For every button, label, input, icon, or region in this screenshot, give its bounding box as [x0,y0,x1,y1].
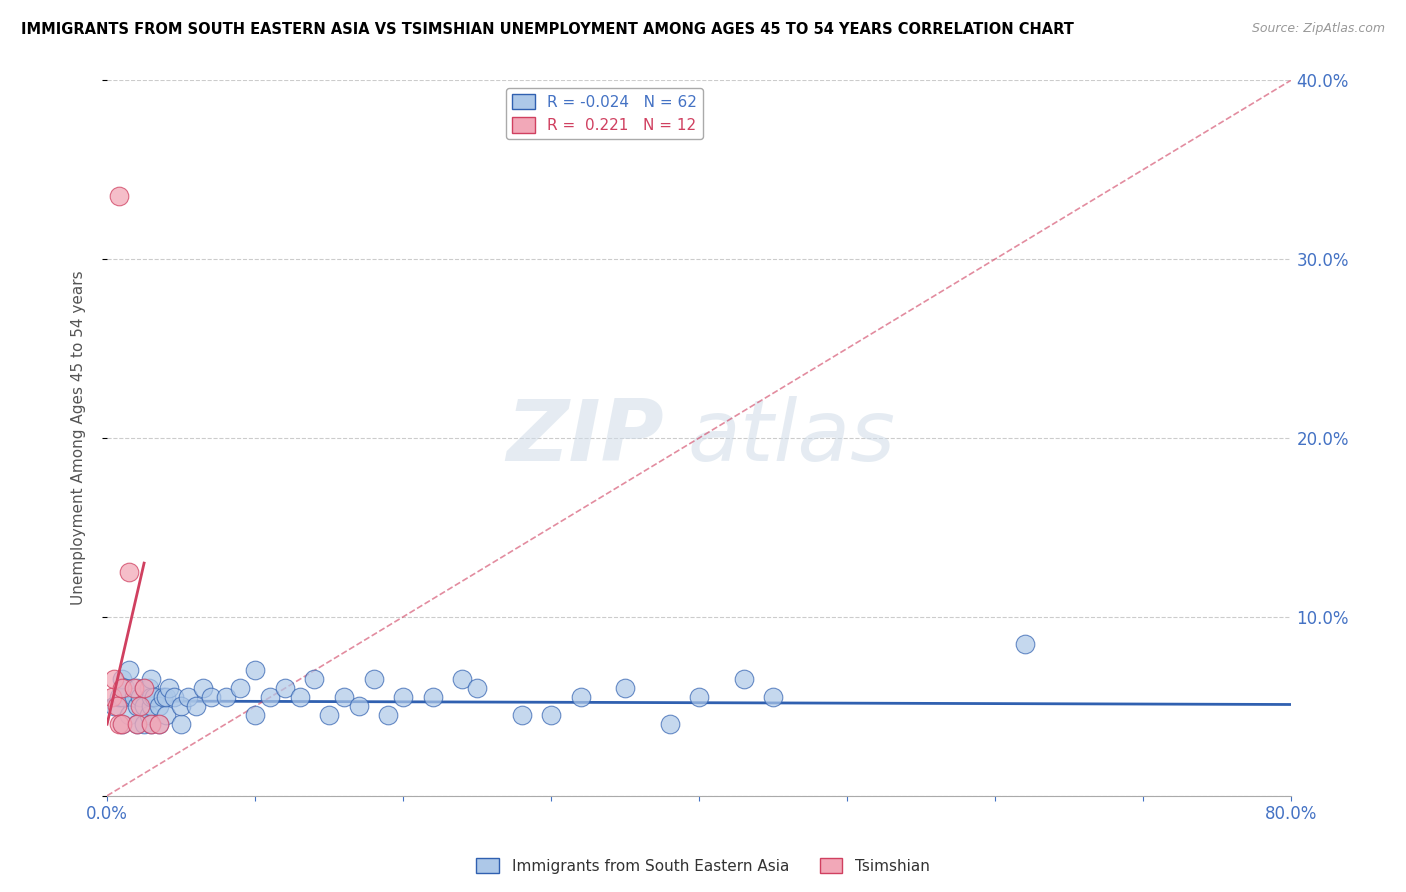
Point [141,717,163,731]
Point [118,565,141,579]
Point [157,681,180,696]
Point [170,699,193,714]
Point [111,673,134,687]
Point [658,717,681,731]
Point [141,699,163,714]
Point [125,699,148,714]
Point [122,681,145,696]
Point [1014,637,1036,651]
Point [118,708,141,723]
Point [128,690,150,705]
Point [141,690,163,705]
Point [274,681,297,696]
Point [122,690,145,705]
Legend: R = -0.024   N = 62, R =  0.221   N = 12: R = -0.024 N = 62, R = 0.221 N = 12 [506,87,703,139]
Y-axis label: Unemployment Among Ages 45 to 54 years: Unemployment Among Ages 45 to 54 years [72,270,86,605]
Point [132,681,155,696]
Text: atlas: atlas [688,396,896,479]
Point [138,681,160,696]
Point [451,673,474,687]
Point [132,681,155,696]
Text: IMMIGRANTS FROM SOUTH EASTERN ASIA VS TSIMSHIAN UNEMPLOYMENT AMONG AGES 45 TO 54: IMMIGRANTS FROM SOUTH EASTERN ASIA VS TS… [21,22,1074,37]
Point [318,708,340,723]
Point [108,189,131,203]
Point [184,699,207,714]
Point [100,690,122,705]
Point [377,708,399,723]
Point [141,673,163,687]
Point [163,690,186,705]
Point [614,681,637,696]
Point [152,690,174,705]
Point [347,699,370,714]
Point [229,681,252,696]
Point [111,717,134,731]
Point [243,664,266,678]
Point [200,690,222,705]
Point [193,681,215,696]
Point [363,673,385,687]
Point [465,681,488,696]
Point [733,673,755,687]
Point [243,708,266,723]
Point [138,708,160,723]
Point [288,690,311,705]
Point [688,690,710,705]
Point [148,699,170,714]
Point [422,690,444,705]
Point [108,690,131,705]
Text: ZIP: ZIP [506,396,664,479]
Point [569,690,592,705]
Point [118,664,141,678]
Point [214,690,236,705]
Point [125,681,148,696]
Point [304,673,326,687]
Point [170,717,193,731]
Point [333,690,356,705]
Point [103,673,125,687]
Point [259,690,281,705]
Point [540,708,562,723]
Point [103,699,125,714]
Point [111,717,134,731]
Point [762,690,785,705]
Point [392,690,415,705]
Point [132,717,155,731]
Point [108,717,131,731]
Point [148,717,170,731]
Text: Source: ZipAtlas.com: Source: ZipAtlas.com [1251,22,1385,36]
Legend: Immigrants from South Eastern Asia, Tsimshian: Immigrants from South Eastern Asia, Tsim… [471,852,935,880]
Point [111,690,134,705]
Point [148,717,170,731]
Point [114,681,136,696]
Point [155,690,177,705]
Point [510,708,533,723]
Point [132,699,155,714]
Point [177,690,200,705]
Point [107,699,129,714]
Point [125,717,148,731]
Point [128,699,150,714]
Point [155,708,177,723]
Point [111,681,134,696]
Point [125,717,148,731]
Point [141,717,163,731]
Point [143,690,166,705]
